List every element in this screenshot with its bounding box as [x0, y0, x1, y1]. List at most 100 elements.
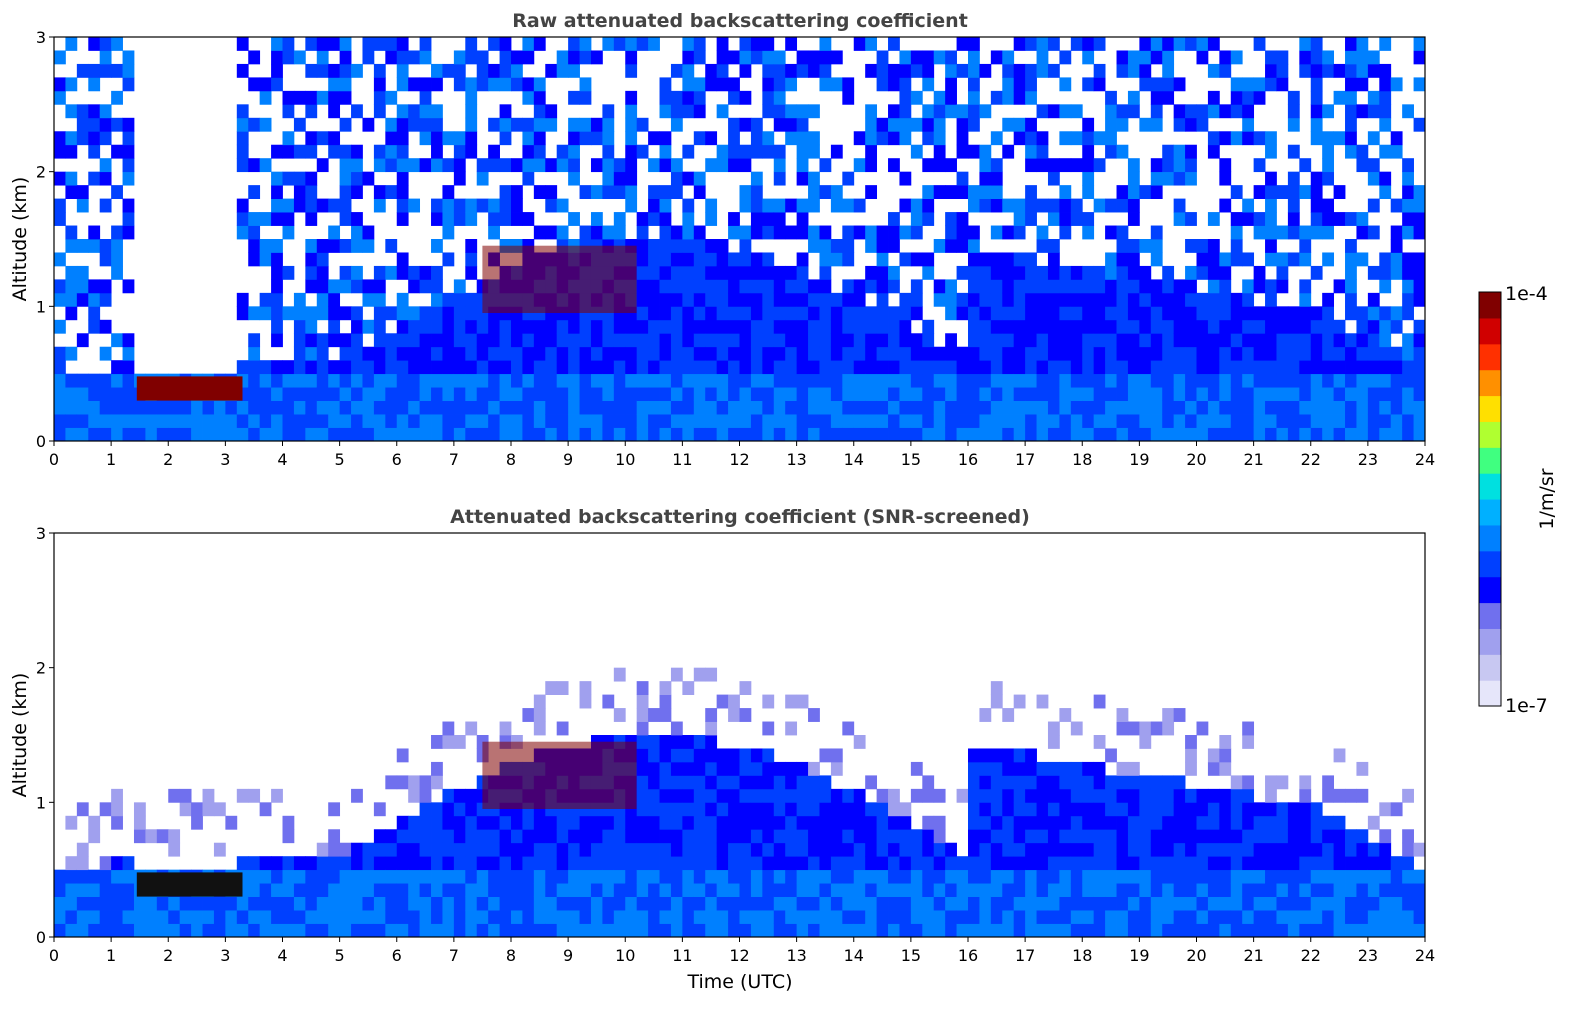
heatmap-cell — [236, 883, 249, 897]
heatmap-cell — [305, 37, 318, 51]
heatmap-cell — [465, 212, 478, 226]
heatmap-cell — [1150, 869, 1163, 884]
heatmap-cell — [533, 856, 546, 871]
heatmap-cell — [54, 319, 66, 334]
heatmap-cell — [979, 198, 992, 213]
heatmap-cell — [1413, 896, 1426, 911]
heatmap-cell — [568, 373, 580, 388]
heatmap-cell — [1127, 50, 1140, 65]
heatmap-cell — [739, 37, 752, 51]
heatmap-cell — [728, 427, 740, 442]
heatmap-cell — [659, 239, 672, 253]
heatmap-cell — [202, 400, 215, 415]
heatmap-cell — [796, 761, 809, 776]
heatmap-cell — [1379, 910, 1392, 924]
heatmap-cell — [579, 346, 592, 361]
heatmap-cell — [1059, 856, 1072, 871]
heatmap-cell — [910, 306, 923, 321]
heatmap-cell — [419, 815, 432, 830]
heatmap-cell — [236, 788, 249, 803]
heatmap-cell — [705, 158, 718, 173]
heatmap-cell — [1059, 131, 1072, 146]
heatmap-cell — [396, 815, 409, 830]
heatmap-cell — [1356, 414, 1369, 428]
heatmap-cell — [465, 117, 478, 132]
heatmap-cell — [1367, 896, 1380, 911]
heatmap-cell — [362, 346, 375, 361]
heatmap-cell — [293, 117, 306, 132]
heatmap-cell — [648, 896, 660, 911]
heatmap-cell — [899, 319, 912, 334]
heatmap-cell — [1345, 414, 1357, 428]
heatmap-cell — [1127, 721, 1140, 736]
heatmap-cell — [305, 63, 318, 78]
heatmap-cell — [1093, 292, 1106, 307]
heatmap-cell — [442, 131, 455, 146]
heatmap-cell — [888, 319, 900, 334]
heatmap-cell — [305, 104, 318, 119]
heatmap-cell — [179, 910, 192, 924]
heatmap-cell — [1287, 842, 1300, 857]
heatmap-cell — [1105, 117, 1117, 132]
heatmap-cell — [1242, 883, 1255, 897]
heatmap-cell — [750, 775, 763, 790]
heatmap-cell — [419, 414, 432, 428]
heatmap-cell — [1047, 721, 1060, 736]
heatmap-cell — [785, 896, 798, 911]
heatmap-cell — [1173, 373, 1186, 388]
heatmap-cell — [602, 360, 615, 375]
heatmap-cell — [1322, 387, 1335, 401]
heatmap-cell — [1047, 414, 1060, 428]
heatmap-cell — [659, 856, 672, 871]
heatmap-cell — [545, 319, 558, 334]
heatmap-cell — [590, 225, 603, 240]
heatmap-cell — [1173, 346, 1186, 361]
heatmap-cell — [339, 212, 352, 226]
heatmap-cell — [1276, 185, 1289, 199]
heatmap-cell — [65, 400, 78, 415]
heatmap-cell — [1207, 829, 1220, 844]
heatmap-cell — [499, 63, 512, 78]
heatmap-cell — [65, 185, 78, 199]
heatmap-cell — [1173, 158, 1186, 173]
heatmap-cell — [1299, 788, 1312, 803]
heatmap-cell — [1002, 748, 1015, 763]
heatmap-cell — [945, 333, 957, 348]
heatmap-cell — [271, 212, 283, 226]
heatmap-cell — [1059, 279, 1072, 294]
heatmap-cell — [488, 144, 500, 159]
heatmap-cell — [1207, 104, 1220, 119]
heatmap-cell — [1093, 735, 1106, 749]
heatmap-cell — [1047, 171, 1060, 186]
heatmap-cell — [956, 427, 969, 442]
heatmap-cell — [705, 869, 718, 884]
x-tick-label: 12 — [729, 946, 749, 965]
heatmap-cell — [1185, 373, 1197, 388]
heatmap-cell — [453, 292, 466, 307]
heatmap-cell — [1093, 333, 1106, 348]
heatmap-cell — [453, 896, 466, 911]
heatmap-cell — [876, 883, 889, 897]
heatmap-cell — [99, 239, 112, 253]
heatmap-cell — [693, 748, 706, 763]
heatmap-cell — [282, 414, 295, 428]
heatmap-cell — [716, 104, 729, 119]
heatmap-cell — [1310, 225, 1323, 240]
heatmap-cell — [236, 117, 249, 132]
heatmap-cell — [1002, 306, 1015, 321]
heatmap-cell — [453, 802, 466, 817]
heatmap-cell — [933, 131, 946, 146]
heatmap-cell — [785, 387, 798, 401]
heatmap-cell — [1047, 400, 1060, 415]
heatmap-cell — [65, 373, 78, 388]
heatmap-cell — [1299, 883, 1312, 897]
heatmap-cell — [1219, 346, 1232, 361]
heatmap-cell — [750, 333, 763, 348]
heatmap-cell — [1345, 104, 1357, 119]
y-tick-label: 1 — [36, 793, 46, 812]
heatmap-cell — [625, 896, 638, 911]
heatmap-cell — [853, 360, 866, 375]
heatmap-cell — [362, 414, 375, 428]
heatmap-cell — [910, 761, 923, 776]
heatmap-cell — [853, 400, 866, 415]
